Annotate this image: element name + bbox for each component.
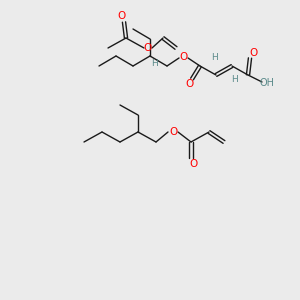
- Text: O: O: [189, 159, 197, 169]
- Text: O: O: [144, 43, 152, 53]
- Text: H: H: [212, 53, 218, 62]
- Text: O: O: [250, 48, 258, 58]
- Text: H: H: [231, 76, 237, 85]
- Text: O: O: [179, 52, 187, 62]
- Text: O: O: [169, 127, 177, 137]
- Text: OH: OH: [260, 78, 274, 88]
- Text: O: O: [185, 79, 193, 89]
- Text: O: O: [118, 11, 126, 21]
- Text: H: H: [151, 59, 158, 68]
